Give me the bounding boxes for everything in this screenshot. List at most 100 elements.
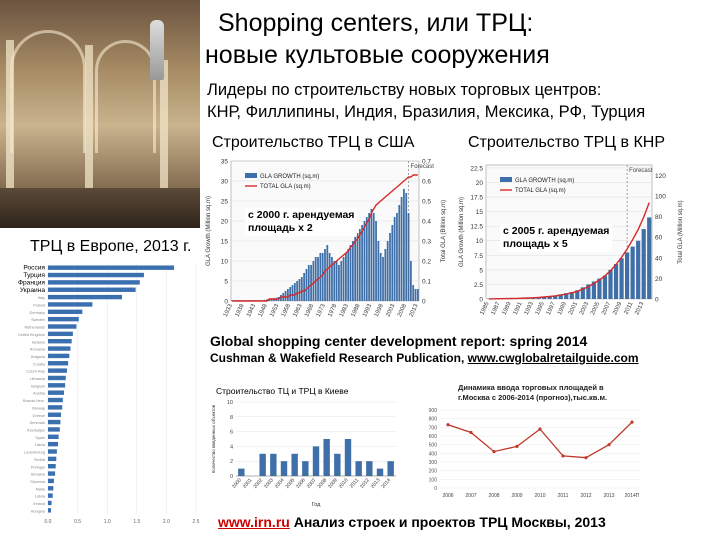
category-label: Poland: [33, 304, 45, 308]
title-line-2: новые культовые сооружения: [205, 41, 550, 69]
x-tick-label: 2006: [295, 477, 307, 490]
data-point: [538, 427, 542, 431]
bar: [414, 289, 417, 301]
bar: [328, 253, 331, 301]
x-tick-label: 2010: [534, 493, 545, 499]
y-tick-label: 12.5: [470, 224, 483, 231]
bar: [48, 346, 71, 351]
footer: www.irn.ru Анализ строек и проектов ТРЦ …: [218, 514, 606, 530]
y-tick-label: 30: [221, 179, 229, 186]
category-label: Ireland: [33, 502, 45, 506]
bar: [641, 229, 646, 299]
x-tick-label: 2008: [316, 477, 328, 490]
x-tick-label: 2011: [349, 477, 361, 489]
bar: [356, 233, 359, 301]
bar: [398, 205, 401, 301]
category-label: Slovenia: [30, 480, 45, 484]
bar: [48, 368, 67, 373]
y-tick-label: 2: [230, 459, 233, 465]
category-label: Serbia: [34, 458, 46, 462]
bar: [636, 240, 641, 299]
x-tick-label: 2001: [242, 477, 254, 490]
bar: [403, 189, 405, 301]
data-point: [515, 444, 519, 448]
x-tick-label: 1993: [524, 301, 535, 316]
x-tick-label: 2010: [338, 477, 350, 490]
bar: [48, 280, 140, 285]
y-axis-label: GLA Growth (Million sq.m): [459, 197, 465, 267]
x-tick-label: 2003: [385, 303, 396, 318]
y-right-tick-label: 0: [422, 299, 426, 306]
bar: [48, 493, 53, 498]
moscow-title-line-2: г.Москва с 2006-2014 (прогноз),тыс.кв.м.: [458, 393, 607, 402]
y-tick-label: 7.5: [474, 253, 483, 260]
bar: [340, 261, 343, 301]
y-tick-label: 200: [429, 469, 438, 475]
x-tick-label: 1948: [258, 303, 269, 318]
bar: [291, 285, 294, 301]
bar: [291, 453, 298, 476]
y-tick-label: 700: [429, 425, 438, 431]
legend-swatch-growth: [500, 177, 512, 182]
x-tick-label: 1998: [374, 303, 385, 318]
x-tick-label: 2014: [380, 477, 392, 490]
x-tick-label: 1953: [269, 303, 280, 318]
bar: [624, 252, 630, 299]
x-axis-label: Год: [312, 502, 322, 508]
bar: [326, 245, 329, 301]
bar: [393, 217, 396, 301]
category-label: Spain: [35, 436, 45, 440]
kiev-chart-panel: Строительство ТЦ и ТРЦ в Киеве 0 2 4 6 8 10 200…: [208, 378, 406, 510]
bar: [569, 292, 574, 299]
bar: [409, 261, 412, 301]
y-tick-label: 6: [230, 430, 233, 436]
category-label: Турция: [23, 272, 45, 279]
y-tick-label: 17.5: [470, 195, 483, 202]
report-source: Cushman & Wakefield Research Publication…: [210, 351, 639, 365]
y-right-tick-label: 0.3: [422, 239, 431, 246]
data-point: [561, 454, 565, 458]
legend-growth: GLA GROWTH (sq.m): [260, 174, 319, 180]
bar: [48, 456, 57, 462]
bar: [48, 434, 59, 439]
bar: [280, 461, 288, 476]
footer-link[interactable]: www.irn.ru: [218, 514, 290, 530]
y-right-tick-label: 0.5: [422, 199, 431, 206]
x-tick-label: 2.0: [163, 519, 170, 525]
y-tick-label: 0: [230, 474, 233, 480]
bar: [575, 290, 580, 299]
category-label: Czech Rep: [26, 370, 45, 374]
forecast-label: Forecast: [629, 168, 653, 174]
y-right-axis-label: Total GLA (Billion sq.m): [441, 200, 447, 262]
x-tick-label: 2005: [284, 477, 296, 490]
x-tick-label: 2011: [624, 301, 635, 316]
category-label: Latvia: [35, 443, 46, 447]
x-tick-label: 2013: [409, 303, 420, 318]
bar: [48, 287, 136, 292]
report-link[interactable]: www.cwglobalretailguide.com: [467, 351, 639, 365]
bar: [331, 257, 333, 301]
y-right-tick-label: 60: [655, 235, 663, 242]
y-tick-label: 25: [221, 199, 229, 206]
bar: [300, 277, 303, 301]
y-tick-label: 100: [429, 477, 438, 483]
bar: [345, 253, 347, 301]
europe-heading: ТРЦ в Европе, 2013 г.: [30, 238, 192, 255]
bar: [347, 249, 350, 301]
category-label: Hungary: [31, 509, 45, 513]
title-line-1: Shopping centers, или ТРЦ:: [218, 9, 534, 37]
kiev-chart-title: Строительство ТЦ и ТРЦ в Киеве: [216, 386, 349, 396]
y-tick-label: 500: [429, 443, 438, 449]
bar: [335, 261, 338, 301]
x-tick-label: 2009: [612, 301, 623, 316]
y-right-tick-label: 0: [655, 297, 659, 304]
usa-note-line-1: с 2000 г. арендуемая: [248, 209, 355, 221]
bar: [48, 390, 64, 395]
y-tick-label: 4: [230, 444, 233, 450]
bar: [286, 289, 289, 301]
forecast-label: Forecast: [411, 164, 435, 170]
x-tick-label: 1938: [234, 303, 245, 318]
x-tick-label: 2013: [634, 301, 645, 316]
x-tick-label: 2.5: [193, 519, 200, 525]
bar: [379, 253, 382, 301]
